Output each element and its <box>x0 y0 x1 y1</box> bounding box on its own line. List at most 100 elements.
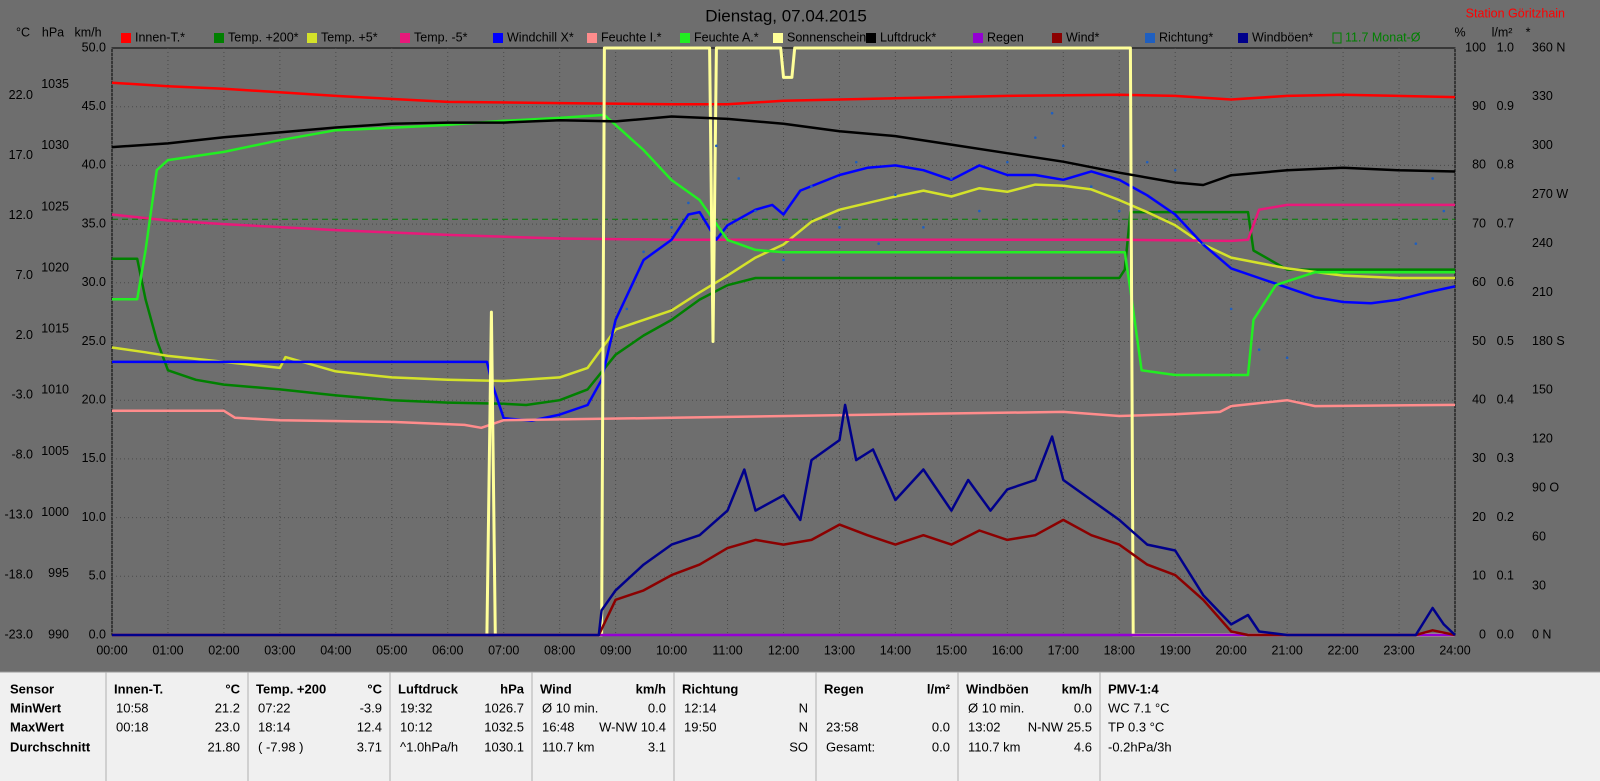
y-tick-label: 100 <box>1465 40 1486 54</box>
column-unit: km/h <box>636 681 666 696</box>
column-title: Temp. +200 <box>256 681 326 696</box>
cell-left: 10:12 <box>400 719 433 734</box>
y-tick-label: 360 N <box>1532 40 1565 54</box>
legend-label: Feuchte A.* <box>694 30 759 44</box>
y-tick-label: 35.0 <box>82 216 106 230</box>
cell-left: 07:22 <box>258 700 291 715</box>
cell-left: 19:50 <box>684 719 717 734</box>
y-tick-label: 330 <box>1532 89 1553 103</box>
legend-swatch <box>866 33 876 43</box>
series-line <box>111 81 1456 106</box>
cell-right: N <box>799 700 808 715</box>
direction-dot <box>1431 177 1434 180</box>
x-tick-label: 14:00 <box>880 643 911 657</box>
cell-left: 13:02 <box>968 719 1001 734</box>
direction-dot <box>782 258 785 262</box>
cell-right: -3.9 <box>360 700 382 715</box>
y-tick-label: 1000 <box>41 505 69 519</box>
cell-left: Gesamt: <box>826 739 875 754</box>
direction-dot <box>877 242 880 245</box>
cell-right: 0.0 <box>1074 700 1092 715</box>
legend-label: Temp. +200* <box>228 30 299 44</box>
y-tick-label: 1035 <box>41 77 69 91</box>
direction-dot <box>838 226 841 229</box>
x-tick-label: 11:00 <box>712 643 742 657</box>
y-tick-label: 0.1 <box>1497 569 1514 583</box>
plot-area <box>111 47 1456 636</box>
cell-right: 3.71 <box>357 739 382 754</box>
y-tick-label: 12.0 <box>9 208 33 222</box>
direction-dot <box>894 193 897 197</box>
y-tick-label: 70 <box>1472 216 1486 230</box>
y-tick-label: 300 <box>1532 138 1553 152</box>
y-tick-label: -18.0 <box>5 567 34 581</box>
cell-left: 19:32 <box>400 700 433 715</box>
cell-left: 110.7 km <box>542 739 595 754</box>
y-tick-label: 270 W <box>1532 187 1568 201</box>
cell-left: Ø 10 min. <box>542 700 598 715</box>
cell-right: 1032.5 <box>484 719 524 734</box>
x-tick-label: 24:00 <box>1439 643 1470 657</box>
series-line <box>112 398 1456 430</box>
cell-left: ( -7.98 ) <box>258 739 304 754</box>
y-tick-label: 0.3 <box>1497 451 1514 465</box>
y-tick-label: 10 <box>1472 569 1486 583</box>
y-tick-label: 180 S <box>1532 334 1565 348</box>
cell-left: 00:18 <box>116 719 149 734</box>
x-tick-label: 00:00 <box>96 643 127 657</box>
legend-swatch <box>587 33 597 43</box>
cell-right: 1026.7 <box>484 700 524 715</box>
cell-left: 16:48 <box>542 719 575 734</box>
x-tick-label: 19:00 <box>1160 643 1191 657</box>
y-tick-label: 40 <box>1472 392 1486 406</box>
series-line <box>112 518 1456 637</box>
y-tick-label: 1015 <box>41 322 69 336</box>
series-line <box>112 46 1455 637</box>
column-unit: °C <box>225 681 240 696</box>
y-tick-label: 995 <box>48 566 69 580</box>
legend-swatch <box>493 33 503 43</box>
x-tick-label: 20:00 <box>1216 643 1247 657</box>
y-tick-label: 80 <box>1472 158 1486 172</box>
series-line <box>111 203 1455 243</box>
y-tick-label: 22.0 <box>9 88 33 102</box>
pmv-line: WC 7.1 °C <box>1108 700 1170 715</box>
y-tick-label: 0.4 <box>1497 392 1514 406</box>
direction-dot <box>715 144 718 148</box>
direction-dot <box>754 209 757 213</box>
column-title: Windböen <box>966 681 1029 696</box>
legend-label: Luftdruck* <box>880 30 936 44</box>
column-unit: l/m² <box>927 681 951 696</box>
series-line <box>112 164 1456 422</box>
direction-dot <box>1117 209 1121 213</box>
legend-label: Innen-T.* <box>135 30 185 44</box>
y-tick-label: -3.0 <box>11 388 33 402</box>
direction-dot <box>854 160 858 164</box>
legend-label: Temp. +5* <box>321 30 378 44</box>
x-tick-label: 04:00 <box>320 643 351 657</box>
row-label: MaxWert <box>10 719 65 734</box>
direction-dot <box>1201 242 1205 245</box>
y-tick-label: -13.0 <box>5 508 34 522</box>
x-tick-label: 21:00 <box>1271 643 1302 657</box>
x-tick-label: 23:00 <box>1383 643 1414 657</box>
direction-dot <box>670 226 673 229</box>
cell-left: 110.7 km <box>968 739 1021 754</box>
y-tick-label: 0.9 <box>1497 99 1514 113</box>
legend-swatch <box>1238 33 1248 43</box>
y-tick-label: 0.8 <box>1497 158 1514 172</box>
column-title: Innen-T. <box>114 681 163 696</box>
direction-dot <box>687 201 690 205</box>
y-tick-label: 30 <box>1472 451 1486 465</box>
cell-right: 12.4 <box>357 719 382 734</box>
y-tick-label: 150 <box>1532 383 1553 397</box>
x-tick-label: 17:00 <box>1048 643 1079 657</box>
direction-dot <box>1061 144 1065 148</box>
y-tick-label: 5.0 <box>89 569 106 583</box>
y-tick-label: 45.0 <box>82 99 106 113</box>
cell-right: 4.6 <box>1074 739 1092 754</box>
cell-right: 3.1 <box>648 739 666 754</box>
x-tick-label: 03:00 <box>264 643 295 657</box>
x-tick-label: 13:00 <box>824 643 855 657</box>
